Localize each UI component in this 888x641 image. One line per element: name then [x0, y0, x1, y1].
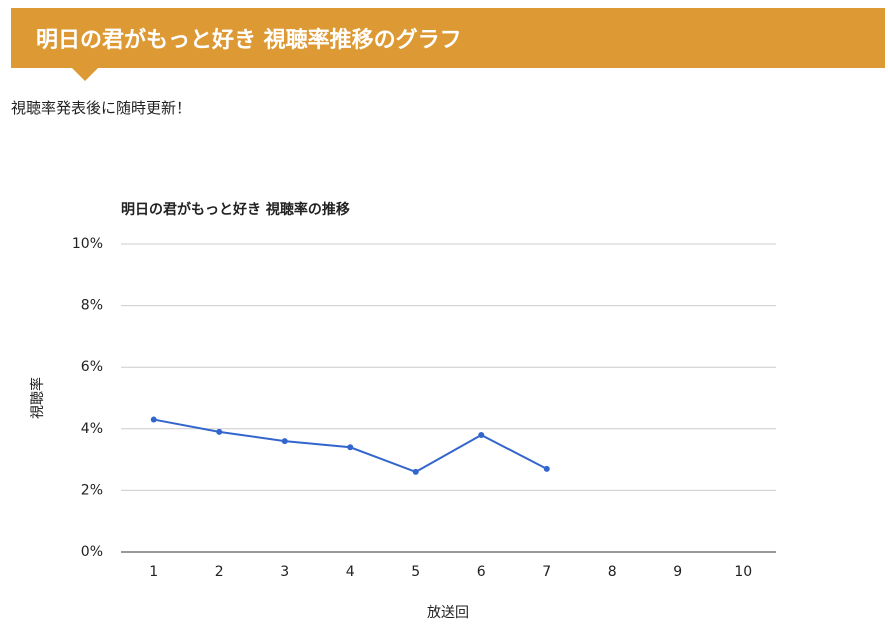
banner-pointer	[72, 68, 98, 81]
y-tick-label: 4%	[81, 421, 103, 437]
data-point	[347, 444, 354, 451]
banner-title: 明日の君がもっと好き 視聴率推移のグラフ	[36, 28, 462, 53]
x-axis-label: 放送回	[427, 605, 469, 621]
y-tick-label: 0%	[81, 544, 103, 560]
x-tick-label: 7	[542, 564, 551, 580]
y-tick-label: 8%	[81, 298, 103, 314]
y-tick-label: 10%	[72, 236, 103, 252]
x-tick-label: 3	[280, 564, 289, 580]
y-axis-label: 視聴率	[29, 377, 46, 419]
x-tick-label: 9	[673, 564, 682, 580]
chart-title: 明日の君がもっと好き 視聴率の推移	[121, 201, 350, 218]
x-tick-label: 1	[149, 564, 158, 580]
data-point	[543, 465, 550, 472]
data-point	[281, 438, 288, 445]
x-tick-label: 4	[346, 564, 355, 580]
banner: 明日の君がもっと好き 視聴率推移のグラフ	[11, 8, 885, 68]
x-tick-label: 10	[734, 564, 752, 580]
x-tick-label: 5	[411, 564, 420, 580]
data-point	[412, 468, 419, 475]
note: 視聴率発表後に随時更新！	[11, 99, 192, 117]
x-tick-label: 6	[477, 564, 486, 580]
data-point	[478, 431, 485, 438]
y-tick-label: 6%	[81, 359, 103, 375]
y-tick-label: 2%	[81, 482, 103, 498]
x-tick-label: 2	[215, 564, 224, 580]
data-point	[216, 428, 223, 435]
data-point	[150, 416, 157, 423]
x-tick-label: 8	[608, 564, 617, 580]
